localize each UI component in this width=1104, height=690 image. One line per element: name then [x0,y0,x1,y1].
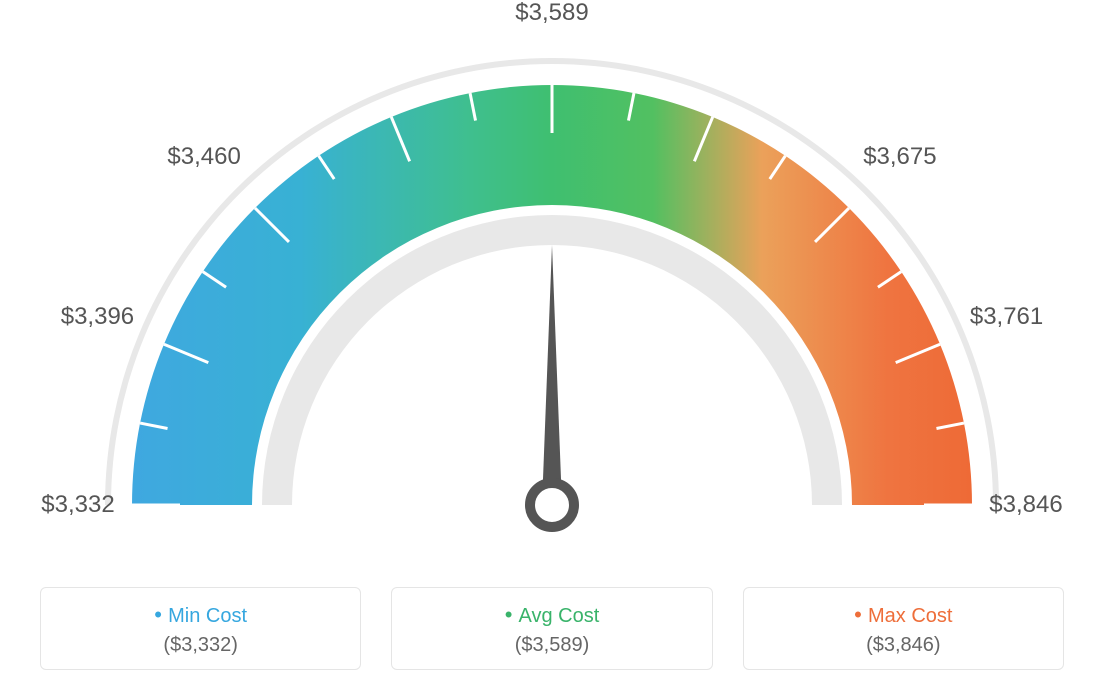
legend-avg-title: Avg Cost [402,602,701,628]
legend-min-card: Min Cost ($3,332) [40,587,361,670]
legend-min-title: Min Cost [51,602,350,628]
gauge-tick-label: $3,396 [61,303,134,331]
gauge-tick-label: $3,846 [989,491,1062,519]
legend-max-title: Max Cost [754,602,1053,628]
legend-max-card: Max Cost ($3,846) [743,587,1064,670]
gauge-tick-label: $3,332 [41,491,114,519]
legend-avg-value: ($3,589) [402,634,701,657]
legend-max-value: ($3,846) [754,634,1053,657]
gauge-tick-label: $3,761 [970,303,1043,331]
legend-avg-card: Avg Cost ($3,589) [391,587,712,670]
gauge-tick-label: $3,589 [515,0,588,27]
legend-row: Min Cost ($3,332) Avg Cost ($3,589) Max … [0,587,1104,670]
legend-min-value: ($3,332) [51,634,350,657]
gauge-tick-label: $3,675 [863,143,936,171]
cost-gauge-chart: $3,332 $3,396 $3,460 $3,589 $3,675 $3,761 $3,8… [0,0,1104,560]
gauge-tick-label: $3,460 [167,143,240,171]
